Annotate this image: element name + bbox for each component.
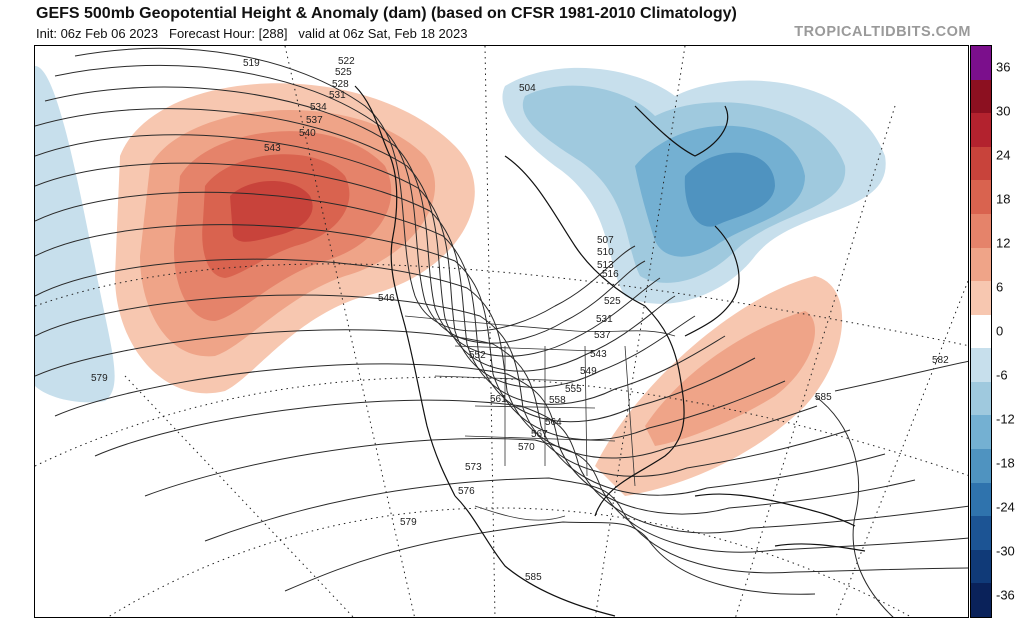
chart-subtitle: Init: 06z Feb 06 2023 Forecast Hour: [28… — [36, 26, 467, 41]
colorbar-tick: 18 — [996, 191, 1011, 207]
contour-label: 522 — [338, 56, 355, 67]
colorbar-tick: 36 — [996, 59, 1011, 75]
anomaly-positive-ridge-5 — [230, 181, 313, 242]
contour-label: 570 — [518, 442, 535, 453]
colorbar-tick: 24 — [996, 147, 1011, 163]
colorbar-segment — [971, 46, 991, 81]
contour-label: 531 — [329, 90, 346, 101]
colorbar-tick: 0 — [996, 323, 1004, 339]
contour-label: 507 — [597, 235, 614, 246]
anomaly-negative-trough-4 — [684, 152, 775, 227]
chart-title: GEFS 500mb Geopotential Height & Anomaly… — [36, 5, 737, 22]
contour-label: 528 — [332, 79, 349, 90]
colorbar-segment — [971, 247, 991, 282]
coastlines — [354, 85, 866, 617]
contour-label: 564 — [545, 417, 562, 428]
contour-label: 579 — [91, 373, 108, 384]
colorbar-segment — [971, 180, 991, 215]
latlon-grid — [35, 46, 968, 617]
contour-label: 525 — [335, 67, 352, 78]
contour-label: 543 — [590, 349, 607, 360]
contour-label: 531 — [596, 314, 613, 325]
colorbar-tick: 30 — [996, 103, 1011, 119]
colorbar-segment — [971, 348, 991, 383]
map-svg: 519 522 525 528 531 534 537 540 543 546 … — [35, 46, 968, 617]
init-time: Init: 06z Feb 06 2023 — [36, 26, 159, 41]
contour-label: 519 — [243, 58, 260, 69]
contour-label: 537 — [594, 330, 611, 341]
map-panel: 519 522 525 528 531 534 537 540 543 546 … — [34, 45, 969, 618]
political-borders — [404, 315, 676, 521]
contour-label: 558 — [549, 395, 566, 406]
colorbar-segment — [971, 281, 991, 316]
colorbar-segment — [971, 113, 991, 148]
contour-label: 543 — [264, 143, 281, 154]
colorbar-segment — [971, 381, 991, 416]
contour-label: 513 — [597, 260, 614, 271]
height-contours — [35, 47, 968, 617]
colorbar-segment — [971, 516, 991, 551]
colorbar-tick: 12 — [996, 235, 1011, 251]
anomaly-positive-southeast-2 — [645, 311, 815, 446]
contour-label: 561 — [490, 394, 507, 405]
contour-label: 534 — [310, 102, 327, 113]
colorbar-tick: -24 — [996, 499, 1015, 515]
colorbar-tick: -6 — [996, 367, 1008, 383]
colorbar-tick: -36 — [996, 587, 1015, 603]
colorbar-tick: -30 — [996, 543, 1015, 559]
colorbar-segment — [971, 549, 991, 584]
colorbar-segment — [971, 583, 991, 618]
contour-label: 573 — [465, 462, 482, 473]
contour-label: 555 — [565, 384, 582, 395]
contour-label: 576 — [458, 486, 475, 497]
contour-label: 552 — [469, 350, 486, 361]
contour-label: 504 — [519, 83, 536, 94]
colorbar-segment — [971, 146, 991, 181]
contour-label: 516 — [602, 269, 619, 280]
forecast-hour: Forecast Hour: [288] — [169, 26, 288, 41]
colorbar-segment — [971, 314, 991, 349]
valid-time: valid at 06z Sat, Feb 18 2023 — [298, 26, 468, 41]
colorbar-segment — [971, 415, 991, 450]
anomaly-shading — [35, 66, 886, 496]
contour-label: 510 — [597, 247, 614, 258]
colorbar-segment — [971, 213, 991, 249]
brand-watermark: TROPICALTIDBITS.COM — [794, 24, 971, 40]
contour-label: 546 — [378, 293, 395, 304]
colorbar-segment — [971, 482, 991, 517]
colorbar-segment — [971, 449, 991, 484]
colorbar-tick: -12 — [996, 411, 1015, 427]
contour-label: 537 — [306, 115, 323, 126]
contour-label: 549 — [580, 366, 597, 377]
contour-label: 579 — [400, 517, 417, 528]
contour-label: 582 — [932, 355, 949, 366]
contour-label: 525 — [604, 296, 621, 307]
contour-labels: 519 522 525 528 531 534 537 540 543 546 … — [91, 56, 949, 583]
contour-label: 585 — [815, 392, 832, 403]
colorbar-ticks: 36 30 24 18 12 6 0 -6 -12 -18 -24 -30 -3… — [993, 45, 1024, 618]
colorbar-segment — [971, 79, 991, 114]
colorbar — [970, 45, 992, 618]
colorbar-tick: 6 — [996, 279, 1004, 295]
contour-label: 567 — [531, 429, 548, 440]
colorbar-tick: -18 — [996, 455, 1015, 471]
contour-label: 585 — [525, 572, 542, 583]
contour-label: 540 — [299, 128, 316, 139]
